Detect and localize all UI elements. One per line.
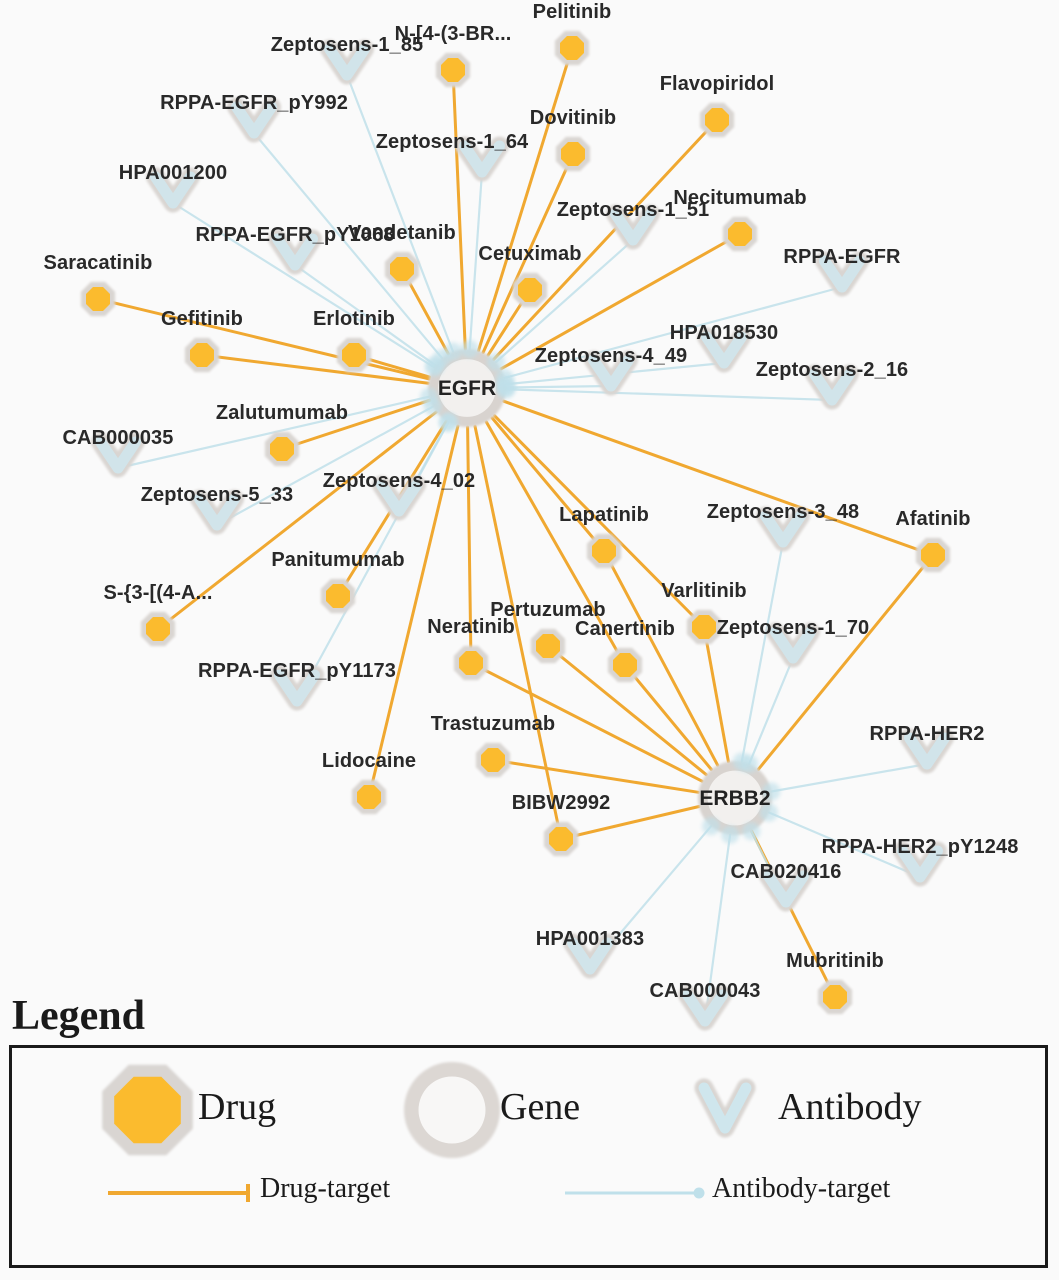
svg-text:ERBB2: ERBB2 [699, 787, 770, 810]
svg-text:EGFR: EGFR [438, 377, 496, 400]
